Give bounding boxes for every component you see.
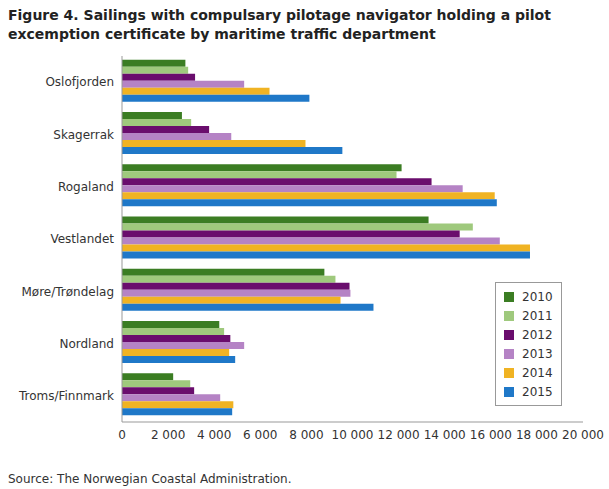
svg-text:Troms/Finnmark: Troms/Finnmark	[18, 389, 114, 403]
svg-text:8 000: 8 000	[289, 428, 323, 442]
svg-text:16 000: 16 000	[470, 428, 512, 442]
html-text:2012: 2012	[522, 327, 553, 342]
svg-text:Nordland: Nordland	[59, 337, 114, 351]
html-text:2011: 2011	[522, 308, 553, 323]
svg-text:Rogaland: Rogaland	[58, 180, 114, 194]
svg-text:4 000: 4 000	[197, 428, 231, 442]
svg-text:18 000: 18 000	[516, 428, 558, 442]
html-text:Figure 4. Sailings with compul: Figure 4. Sailings with compulsary pilot…	[8, 7, 551, 42]
svg-text:0: 0	[118, 428, 126, 442]
svg-text:Oslofjorden: Oslofjorden	[45, 75, 114, 89]
html-text:2015: 2015	[522, 384, 553, 399]
svg-text:Skagerrak: Skagerrak	[53, 128, 114, 142]
svg-text:Vestlandet: Vestlandet	[50, 232, 114, 246]
svg-text:20 000: 20 000	[562, 428, 604, 442]
svg-text:6 000: 6 000	[243, 428, 277, 442]
html-text:2014: 2014	[522, 365, 553, 380]
svg-text:2 000: 2 000	[151, 428, 185, 442]
svg-text:Møre/Trøndelag: Møre/Trøndelag	[21, 285, 114, 299]
svg-text:14 000: 14 000	[424, 428, 466, 442]
html-text:2010: 2010	[522, 289, 553, 304]
html-text:2013: 2013	[522, 346, 553, 361]
svg-text:10 000: 10 000	[332, 428, 374, 442]
svg-text:12 000: 12 000	[378, 428, 420, 442]
html-text:Source: The Norwegian Coastal: Source: The Norwegian Coastal Administra…	[8, 472, 292, 486]
